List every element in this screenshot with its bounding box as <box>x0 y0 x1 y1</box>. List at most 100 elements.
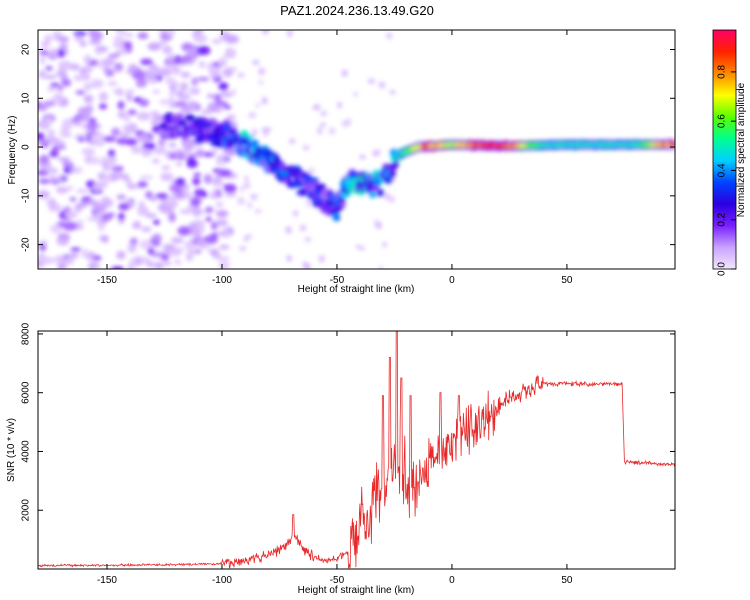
snr-x-tick-label-4: 50 <box>561 575 573 586</box>
spectrogram-cell-49 <box>50 224 63 234</box>
spectrogram-cell-580 <box>367 78 376 84</box>
spectrogram-cell-160 <box>50 149 59 157</box>
spectrogram-cell-407 <box>136 134 151 144</box>
spectrogram-cell-403 <box>137 32 149 40</box>
spectrogram-cell-559 <box>237 197 245 206</box>
spectrogram-cell-526 <box>320 110 328 117</box>
spectrogram-cell-456 <box>40 41 51 48</box>
spectrogram-cell-336 <box>125 137 138 147</box>
spectrogram-cell-248 <box>112 41 126 48</box>
spectrogram-cell-578 <box>353 91 358 98</box>
spectrogram-cell-453 <box>113 35 124 43</box>
spectrogram-cell-276 <box>215 219 228 227</box>
spectrogram-cell-175 <box>119 30 127 37</box>
spectrogram-cell-518 <box>223 183 237 194</box>
spectrogram-cell-318 <box>58 60 73 71</box>
spectrogram-cell-130 <box>192 206 202 217</box>
colorbar-label: Normalized spectral amplitude <box>736 82 747 217</box>
spectrogram-cell-125 <box>182 148 192 159</box>
spectrogram-cell-421 <box>160 172 171 182</box>
spectrogram-cell-487 <box>154 193 169 199</box>
spectrogram-cell-485 <box>134 255 143 266</box>
spectrogram-cell-546 <box>286 254 292 262</box>
spectrogram-cell-524 <box>252 60 260 65</box>
spectrogram-cell-48 <box>65 185 74 191</box>
spectrogram-cell-6 <box>98 91 108 102</box>
spectrogram-cell-185 <box>73 30 87 37</box>
spectrogram-cell-486 <box>118 202 130 211</box>
spectrogram-frame <box>37 29 676 270</box>
spectrogram-cell-313 <box>135 79 147 88</box>
spectrogram-cell-444 <box>157 40 168 46</box>
spectrogram-cell-385 <box>39 256 54 265</box>
spectrogram-cell-501 <box>170 183 182 193</box>
spectrogram-cell-325 <box>214 231 227 236</box>
colorbar-tick-label-3: 0.6 <box>717 114 728 128</box>
spectrogram-cell-418 <box>222 68 233 78</box>
snr-x-tick-label-0: -150 <box>97 575 117 586</box>
spectrogram-cell-936 <box>372 185 380 191</box>
spectrogram-cell-514 <box>191 152 205 158</box>
snr-x-tick-label-3: 0 <box>449 575 455 586</box>
spectrogram-cell-705 <box>228 127 238 134</box>
spectrogram-cell-105 <box>136 111 151 121</box>
spectrogram-cell-282 <box>45 65 53 71</box>
spectrogram-cell-519 <box>93 203 107 214</box>
spectrogram-cell-372 <box>88 40 102 45</box>
snr-x-tick-label-2: -50 <box>330 575 345 586</box>
spectrogram-cell-242 <box>107 80 118 87</box>
spectrogram-cell-263 <box>81 123 88 129</box>
spectrogram-cell-390 <box>168 89 178 97</box>
spectrogram-cell-562 <box>378 265 384 269</box>
spectrogram-cell-515 <box>131 71 146 80</box>
spectrogram-cell-249 <box>71 63 80 71</box>
spectrogram-cell-121 <box>218 82 229 91</box>
snr-x-tick-label-1: -100 <box>212 575 232 586</box>
spectrogram-cell-507 <box>93 140 105 147</box>
spectrogram-cell-512 <box>141 148 151 157</box>
spectrogram-cell-484 <box>90 132 104 142</box>
spectrogram-cell-394 <box>65 211 78 219</box>
spectrogram-cell-376 <box>38 120 47 129</box>
spectrogram-y-tick-label-2: 0 <box>21 144 32 150</box>
spectrogram-cell-576 <box>388 195 396 203</box>
spectrogram-cell-196 <box>116 137 130 145</box>
spectrogram-cell-482 <box>193 34 208 44</box>
spectrogram-cell-774 <box>272 154 280 162</box>
spectrogram-cell-273 <box>49 82 60 87</box>
spectrogram-cell-285 <box>138 98 150 107</box>
spectrogram-cell-564 <box>302 145 310 151</box>
spectrogram-cell-517 <box>204 234 218 245</box>
spectrogram-cell-1500 <box>669 142 675 147</box>
spectrogram-cell-189 <box>77 218 84 227</box>
spectrogram-cell-402 <box>190 197 201 207</box>
spectrogram-cell-377 <box>205 216 212 222</box>
spectrogram-cell-581 <box>328 127 336 135</box>
spectrogram-cell-229 <box>38 132 45 141</box>
spectrogram-cell-174 <box>160 206 175 215</box>
spectrogram-cell-470 <box>123 41 133 49</box>
spectrogram-cell-537 <box>341 119 349 128</box>
spectrogram-cell-443 <box>152 114 160 125</box>
snr-frame <box>37 330 676 570</box>
spectrogram-cell-555 <box>231 89 237 96</box>
spectrogram-cell-296 <box>74 35 83 42</box>
spectrogram-cell-428 <box>88 261 101 269</box>
spectrogram-cell-583 <box>306 199 311 207</box>
spectrogram-cell-180 <box>193 30 205 34</box>
spectrogram-cell-400 <box>218 260 231 269</box>
spectrogram-cell-595 <box>161 130 170 138</box>
spectrogram-cell-502 <box>56 188 69 194</box>
spectrogram-cell-720 <box>239 130 250 138</box>
spectrogram-cell-964 <box>388 166 396 173</box>
spectrogram-cell-424 <box>59 132 73 138</box>
spectrogram-x-tick-label-0: -150 <box>97 275 117 286</box>
spectrogram-cell-0 <box>108 53 120 58</box>
spectrogram-cell-506 <box>163 243 171 253</box>
spectrogram-cell-346 <box>57 36 70 43</box>
spectrogram-cell-408 <box>220 30 229 37</box>
spectrogram-cell-280 <box>110 170 124 180</box>
spectrogram-cell-380 <box>56 156 71 162</box>
spectrogram-cell-509 <box>51 176 65 181</box>
